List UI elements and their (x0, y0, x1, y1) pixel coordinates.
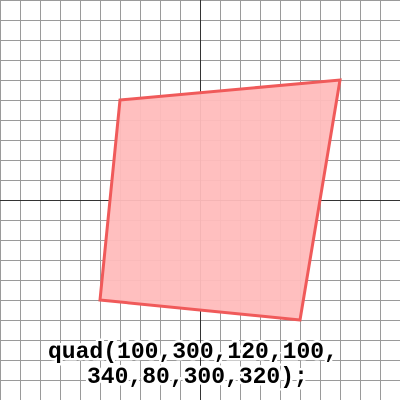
quad-shape (98, 78, 342, 322)
code-line-2-halo: 340,80,300,320); (87, 364, 308, 390)
code-line-1-halo: quad(100,300,120,100, (48, 339, 338, 365)
code-caption: quad(100,300,120,100, 340,80,300,320); (46, 337, 341, 393)
